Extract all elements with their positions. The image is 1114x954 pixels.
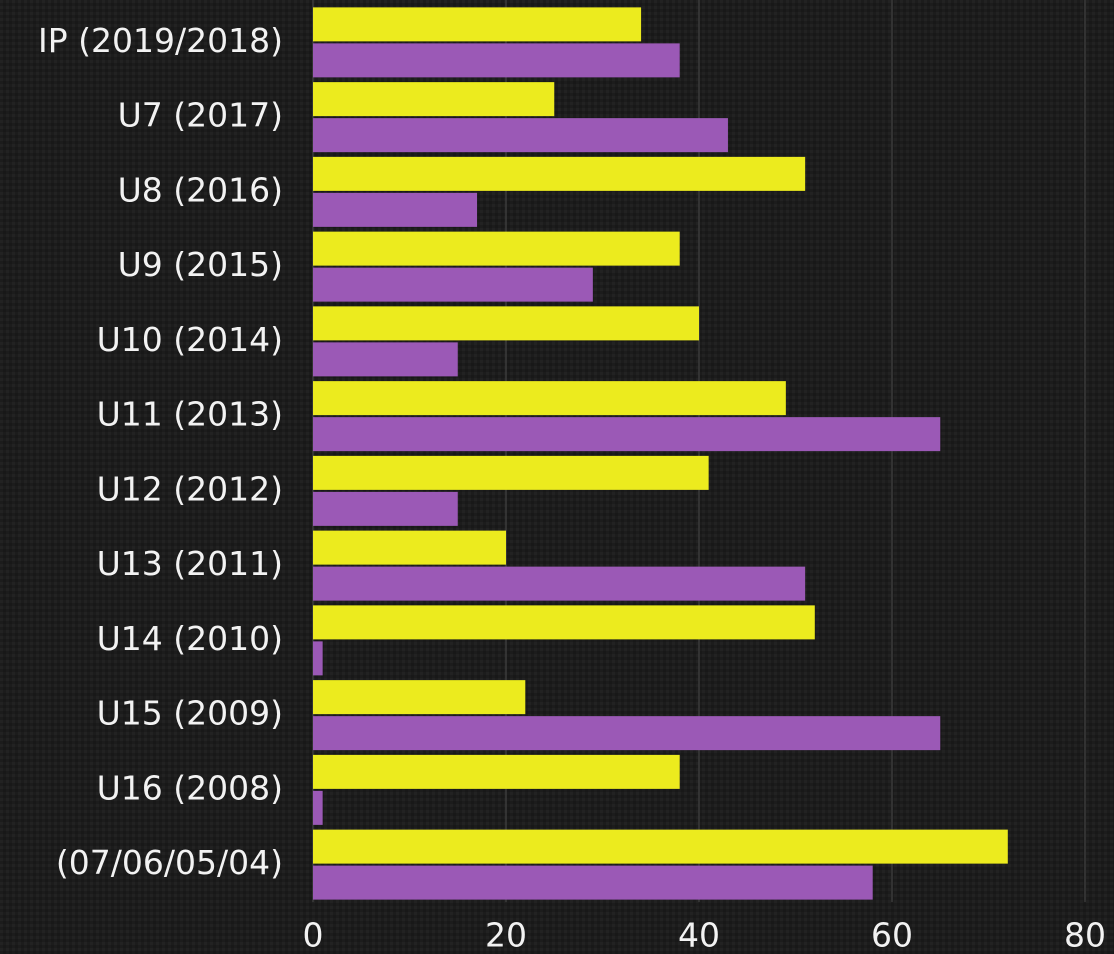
y-tick-label: U15 (2009) [97,694,283,733]
bar [313,192,478,227]
y-tick-label: IP (2019/2018) [38,21,283,60]
x-tick-label: 60 [871,916,913,954]
bar [313,754,680,789]
bar [313,491,458,526]
y-tick-label: U12 (2012) [97,469,283,508]
y-tick-label: U7 (2017) [118,96,283,135]
bar [313,231,680,266]
y-tick-label: U9 (2015) [118,245,283,284]
bar [313,530,506,565]
bar [313,716,941,751]
bar [313,641,323,676]
y-tick-label: U13 (2011) [97,544,283,583]
x-tick-label: 80 [1064,916,1106,954]
bar [313,605,815,640]
x-tick-label: 0 [303,916,324,954]
bar [313,865,873,900]
y-tick-label: U11 (2013) [97,395,283,434]
bar [313,790,323,825]
bar [313,267,593,302]
bar [313,7,642,42]
bar [313,118,728,153]
bar [313,381,786,416]
bar [313,455,709,490]
bar [313,306,699,341]
y-tick-label: (07/06/05/04) [56,843,283,882]
bar [313,156,806,191]
y-tick-label: U14 (2010) [97,619,283,658]
bar [313,417,941,452]
bar [313,566,806,601]
bar [313,680,526,715]
y-tick-label: U16 (2008) [97,768,283,807]
bar [313,43,680,78]
y-tick-label: U8 (2016) [118,170,283,209]
x-tick-label: 40 [678,916,720,954]
bar [313,829,1008,864]
bar [313,342,458,377]
x-tick-label: 20 [485,916,527,954]
y-tick-label: U10 (2014) [97,320,283,359]
bar [313,82,555,117]
